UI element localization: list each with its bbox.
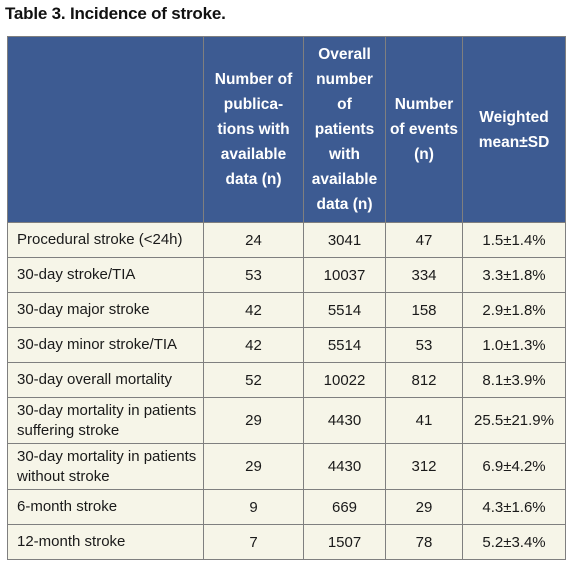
- table-row: Procedural stroke (<24h) 24 3041 47 1.5±…: [7, 222, 566, 258]
- header-patients: Overall number of patients with availabl…: [303, 36, 386, 223]
- header-line: Overall: [318, 46, 371, 63]
- row-label-line: without stroke: [17, 467, 110, 485]
- row-label: 30-day stroke/TIA: [7, 257, 204, 293]
- row-label: 30-day mortality in patients suffering s…: [7, 397, 204, 444]
- cell-patients: 3041: [303, 222, 386, 258]
- cell-weighted-mean: 2.9±1.8%: [462, 292, 566, 328]
- stroke-incidence-table: Number of publica- tions with available …: [7, 36, 566, 560]
- cell-patients: 10022: [303, 362, 386, 398]
- header-line: Weighted: [479, 108, 549, 126]
- table-row: 12-month stroke 7 1507 78 5.2±3.4%: [7, 524, 566, 560]
- row-label-line: suffering stroke: [17, 421, 120, 439]
- cell-publications: 9: [203, 489, 304, 525]
- row-label-line: 30-day mortality in patients: [17, 401, 197, 419]
- header-line: of events: [389, 121, 459, 138]
- header-line: mean±SD: [478, 133, 550, 151]
- cell-weighted-mean: 25.5±21.9%: [462, 397, 566, 444]
- header-publications: Number of publica- tions with available …: [203, 36, 304, 223]
- table-title: Table 3. Incidence of stroke.: [5, 4, 226, 23]
- cell-weighted-mean: 5.2±3.4%: [462, 524, 566, 560]
- cell-publications: 52: [203, 362, 304, 398]
- cell-weighted-mean: 8.1±3.9%: [462, 362, 566, 398]
- header-line: Number of: [214, 71, 293, 88]
- header-weighted-mean: Weighted mean±SD: [462, 36, 566, 223]
- header-events: Number of events (n): [385, 36, 463, 223]
- cell-events: 812: [385, 362, 463, 398]
- cell-events: 312: [385, 443, 463, 490]
- row-label: 30-day major stroke: [7, 292, 204, 328]
- cell-publications: 29: [203, 397, 304, 444]
- cell-events: 41: [385, 397, 463, 444]
- row-label: 30-day mortality in patients without str…: [7, 443, 204, 490]
- row-label: 12-month stroke: [7, 524, 204, 560]
- cell-patients: 4430: [303, 397, 386, 444]
- cell-publications: 53: [203, 257, 304, 293]
- row-label: 30-day overall mortality: [7, 362, 204, 398]
- table-row: 30-day minor stroke/TIA 42 5514 53 1.0±1…: [7, 327, 566, 363]
- cell-weighted-mean: 1.5±1.4%: [462, 222, 566, 258]
- cell-publications: 42: [203, 292, 304, 328]
- cell-events: 334: [385, 257, 463, 293]
- table-row: 30-day mortality in patients without str…: [7, 443, 566, 490]
- header-line: patients: [314, 121, 375, 138]
- table-row: 6-month stroke 9 669 29 4.3±1.6%: [7, 489, 566, 525]
- cell-events: 29: [385, 489, 463, 525]
- cell-weighted-mean: 6.9±4.2%: [462, 443, 566, 490]
- table-header-row: Number of publica- tions with available …: [7, 36, 566, 223]
- header-line: (n): [414, 146, 434, 163]
- cell-patients: 1507: [303, 524, 386, 560]
- cell-events: 158: [385, 292, 463, 328]
- cell-patients: 5514: [303, 292, 386, 328]
- header-line: available: [220, 146, 287, 163]
- table-row: 30-day mortality in patients suffering s…: [7, 397, 566, 444]
- header-line: data (n): [316, 196, 373, 213]
- header-line: Number: [394, 96, 454, 113]
- cell-weighted-mean: 3.3±1.8%: [462, 257, 566, 293]
- cell-events: 78: [385, 524, 463, 560]
- cell-patients: 10037: [303, 257, 386, 293]
- cell-publications: 24: [203, 222, 304, 258]
- header-line: of: [337, 96, 352, 113]
- row-label: 30-day minor stroke/TIA: [7, 327, 204, 363]
- table-row: 30-day stroke/TIA 53 10037 334 3.3±1.8%: [7, 257, 566, 293]
- cell-patients: 669: [303, 489, 386, 525]
- row-label-line: 30-day mortality in patients: [17, 447, 197, 465]
- table-row: 30-day major stroke 42 5514 158 2.9±1.8%: [7, 292, 566, 328]
- row-label: Procedural stroke (<24h): [7, 222, 204, 258]
- header-line: available: [311, 171, 378, 188]
- table-row: 30-day overall mortality 52 10022 812 8.…: [7, 362, 566, 398]
- header-line: data (n): [225, 171, 282, 188]
- header-line: with: [329, 146, 360, 163]
- cell-publications: 7: [203, 524, 304, 560]
- header-cell-empty: [7, 36, 204, 223]
- cell-events: 53: [385, 327, 463, 363]
- cell-weighted-mean: 4.3±1.6%: [462, 489, 566, 525]
- cell-patients: 4430: [303, 443, 386, 490]
- cell-publications: 29: [203, 443, 304, 490]
- cell-weighted-mean: 1.0±1.3%: [462, 327, 566, 363]
- header-line: number: [316, 71, 373, 88]
- header-line: tions with: [217, 121, 290, 138]
- cell-patients: 5514: [303, 327, 386, 363]
- cell-publications: 42: [203, 327, 304, 363]
- header-line: publica-: [223, 96, 284, 113]
- row-label: 6-month stroke: [7, 489, 204, 525]
- cell-events: 47: [385, 222, 463, 258]
